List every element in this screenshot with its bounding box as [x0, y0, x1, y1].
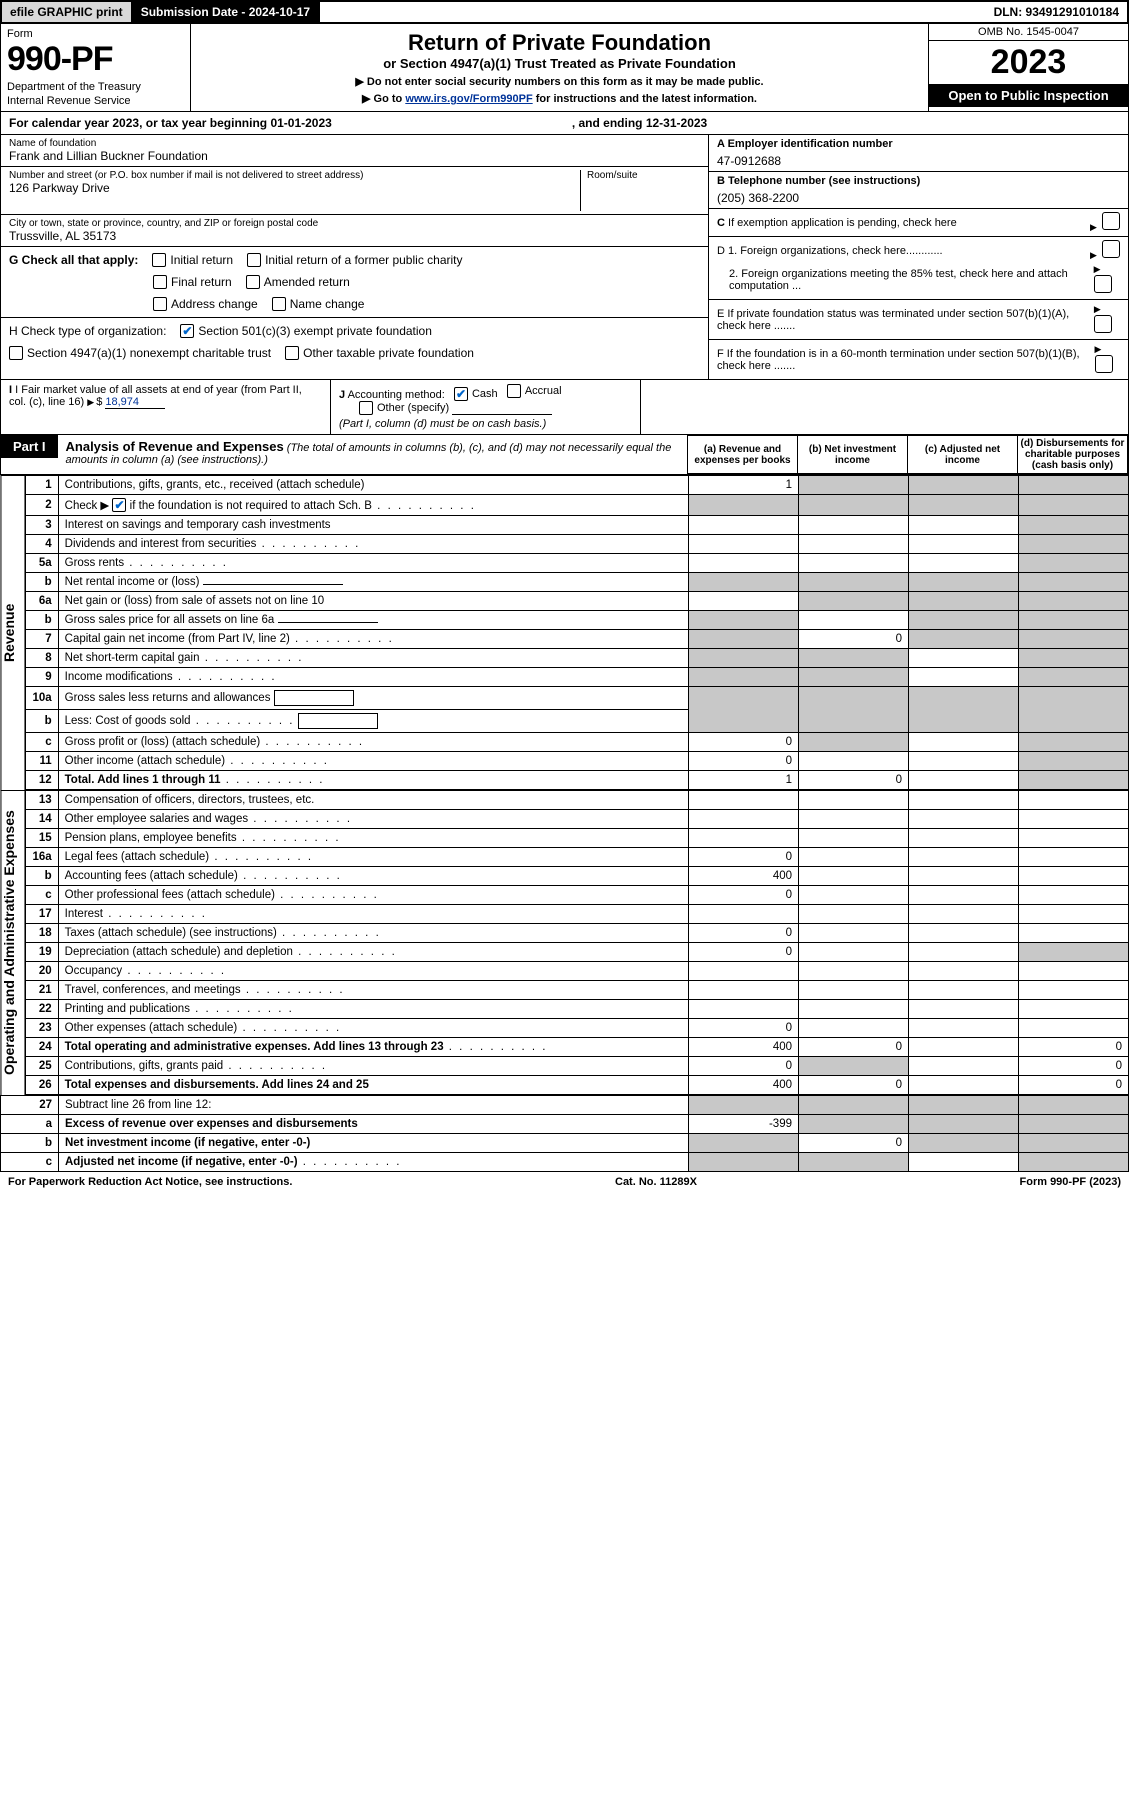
form-number: 990-PF [7, 40, 184, 79]
chk-cash[interactable]: ✔Cash [454, 387, 498, 401]
ein-cell: A Employer identification number 47-0912… [709, 135, 1128, 172]
chk-c[interactable] [1102, 212, 1120, 230]
irs-link[interactable]: www.irs.gov/Form990PF [405, 93, 532, 105]
tax-year: 2023 [929, 41, 1128, 84]
col-b: (b) Net investment income [798, 436, 908, 474]
chk-initial-former[interactable]: Initial return of a former public charit… [247, 253, 462, 267]
dept-treasury: Department of the Treasury [7, 81, 184, 93]
net-table: 27Subtract line 26 from line 12: aExcess… [0, 1095, 1129, 1172]
table-row: 2Check ▶ ✔ if the foundation is not requ… [26, 495, 1129, 516]
dept-irs: Internal Revenue Service [7, 95, 184, 107]
table-row: bNet investment income (if negative, ent… [1, 1134, 1129, 1153]
col-d: (d) Disbursements for charitable purpose… [1018, 436, 1128, 474]
h-check-row: H Check type of organization: ✔Section 5… [1, 318, 708, 366]
table-row: 22Printing and publications [26, 1000, 1129, 1019]
f-cell: F If the foundation is in a 60-month ter… [709, 340, 1128, 379]
table-row: 14Other employee salaries and wages [26, 810, 1129, 829]
table-row: 6aNet gain or (loss) from sale of assets… [26, 592, 1129, 611]
col-a: (a) Revenue and expenses per books [688, 436, 798, 474]
city-cell: City or town, state or province, country… [1, 215, 708, 247]
table-row: 11Other income (attach schedule)0 [26, 752, 1129, 771]
col-c: (c) Adjusted net income [908, 436, 1018, 474]
part1-header: Part I Analysis of Revenue and Expenses … [0, 435, 1129, 475]
fmv-value: 18,974 [105, 396, 165, 409]
table-row: 27Subtract line 26 from line 12: [1, 1096, 1129, 1115]
form-header: Form 990-PF Department of the Treasury I… [0, 24, 1129, 112]
table-row: cOther professional fees (attach schedul… [26, 886, 1129, 905]
calendar-year-row: For calendar year 2023, or tax year begi… [0, 112, 1129, 135]
table-row: 26Total expenses and disbursements. Add … [26, 1076, 1129, 1095]
expenses-table: 13Compensation of officers, directors, t… [25, 790, 1129, 1095]
chk-sch-b[interactable]: ✔ [112, 498, 126, 512]
table-row: 13Compensation of officers, directors, t… [26, 791, 1129, 810]
table-row: bNet rental income or (loss) [26, 573, 1129, 592]
meta-section: Name of foundation Frank and Lillian Buc… [0, 135, 1129, 380]
table-row: cAdjusted net income (if negative, enter… [1, 1153, 1129, 1172]
dln: DLN: 93491291010184 [986, 2, 1127, 22]
address-label: Number and street (or P.O. box number if… [9, 170, 580, 181]
table-row: 9Income modifications [26, 668, 1129, 687]
table-row: 25Contributions, gifts, grants paid00 [26, 1057, 1129, 1076]
open-to-public: Open to Public Inspection [929, 84, 1128, 107]
foundation-name-cell: Name of foundation Frank and Lillian Buc… [1, 135, 708, 167]
table-row: 17Interest [26, 905, 1129, 924]
d-cell: D 1. Foreign organizations, check here..… [709, 237, 1128, 300]
expenses-side-label: Operating and Administrative Expenses [0, 790, 25, 1095]
chk-name-change[interactable]: Name change [272, 297, 365, 311]
table-row: 19Depreciation (attach schedule) and dep… [26, 943, 1129, 962]
chk-d1[interactable] [1102, 240, 1120, 258]
chk-other-taxable[interactable]: Other taxable private foundation [285, 346, 474, 360]
chk-address-change[interactable]: Address change [153, 297, 258, 311]
form-label: Form [7, 28, 184, 40]
form-title: Return of Private Foundation [197, 30, 922, 56]
table-row: bGross sales price for all assets on lin… [26, 611, 1129, 630]
g-check-row: G Check all that apply: Initial return I… [1, 247, 708, 318]
table-row: 15Pension plans, employee benefits [26, 829, 1129, 848]
table-row: 7Capital gain net income (from Part IV, … [26, 630, 1129, 649]
chk-amended[interactable]: Amended return [246, 275, 350, 289]
c-cell: C If exemption application is pending, c… [709, 209, 1128, 237]
j-cell: J Accounting method: ✔Cash Accrual Other… [331, 380, 641, 434]
chk-4947a1[interactable]: Section 4947(a)(1) nonexempt charitable … [9, 346, 271, 360]
table-row: 12Total. Add lines 1 through 1110 [26, 771, 1129, 790]
table-row: 24Total operating and administrative exp… [26, 1038, 1129, 1057]
top-bar: efile GRAPHIC print Submission Date - 20… [0, 0, 1129, 24]
table-row: bAccounting fees (attach schedule)400 [26, 867, 1129, 886]
i-cell: I I Fair market value of all assets at e… [1, 380, 331, 434]
table-row: 8Net short-term capital gain [26, 649, 1129, 668]
chk-other-method[interactable]: Other (specify) [359, 401, 449, 415]
revenue-side-label: Revenue [0, 475, 25, 790]
efile-print-button[interactable]: efile GRAPHIC print [2, 2, 133, 22]
page-footer: For Paperwork Reduction Act Notice, see … [0, 1172, 1129, 1192]
table-row: 23Other expenses (attach schedule)0 [26, 1019, 1129, 1038]
ssn-note: ▶ Do not enter social security numbers o… [197, 75, 922, 88]
chk-f[interactable] [1095, 355, 1113, 373]
chk-accrual[interactable]: Accrual [507, 384, 562, 398]
e-cell: E If private foundation status was termi… [709, 300, 1128, 340]
table-row: 1Contributions, gifts, grants, etc., rec… [26, 476, 1129, 495]
table-row: 18Taxes (attach schedule) (see instructi… [26, 924, 1129, 943]
table-row: 21Travel, conferences, and meetings [26, 981, 1129, 1000]
chk-initial-return[interactable]: Initial return [152, 253, 233, 267]
table-row: 3Interest on savings and temporary cash … [26, 516, 1129, 535]
form-subtitle: or Section 4947(a)(1) Trust Treated as P… [197, 56, 922, 71]
phone-cell: B Telephone number (see instructions) (2… [709, 172, 1128, 209]
chk-501c3[interactable]: ✔Section 501(c)(3) exempt private founda… [180, 324, 431, 338]
table-row: 4Dividends and interest from securities [26, 535, 1129, 554]
table-row: 10aGross sales less returns and allowanc… [26, 687, 1129, 710]
goto-note: ▶ Go to www.irs.gov/Form990PF for instru… [197, 92, 922, 105]
revenue-table: 1Contributions, gifts, grants, etc., rec… [25, 475, 1129, 790]
table-row: 5aGross rents [26, 554, 1129, 573]
chk-d2[interactable] [1094, 275, 1112, 293]
omb-number: OMB No. 1545-0047 [929, 24, 1128, 41]
address-value: 126 Parkway Drive [9, 181, 580, 195]
room-label: Room/suite [587, 170, 700, 181]
table-row: aExcess of revenue over expenses and dis… [1, 1115, 1129, 1134]
submission-date: Submission Date - 2024-10-17 [133, 2, 320, 22]
table-row: 20Occupancy [26, 962, 1129, 981]
chk-e[interactable] [1094, 315, 1112, 333]
chk-final-return[interactable]: Final return [153, 275, 232, 289]
table-row: 16aLegal fees (attach schedule)0 [26, 848, 1129, 867]
table-row: cGross profit or (loss) (attach schedule… [26, 733, 1129, 752]
